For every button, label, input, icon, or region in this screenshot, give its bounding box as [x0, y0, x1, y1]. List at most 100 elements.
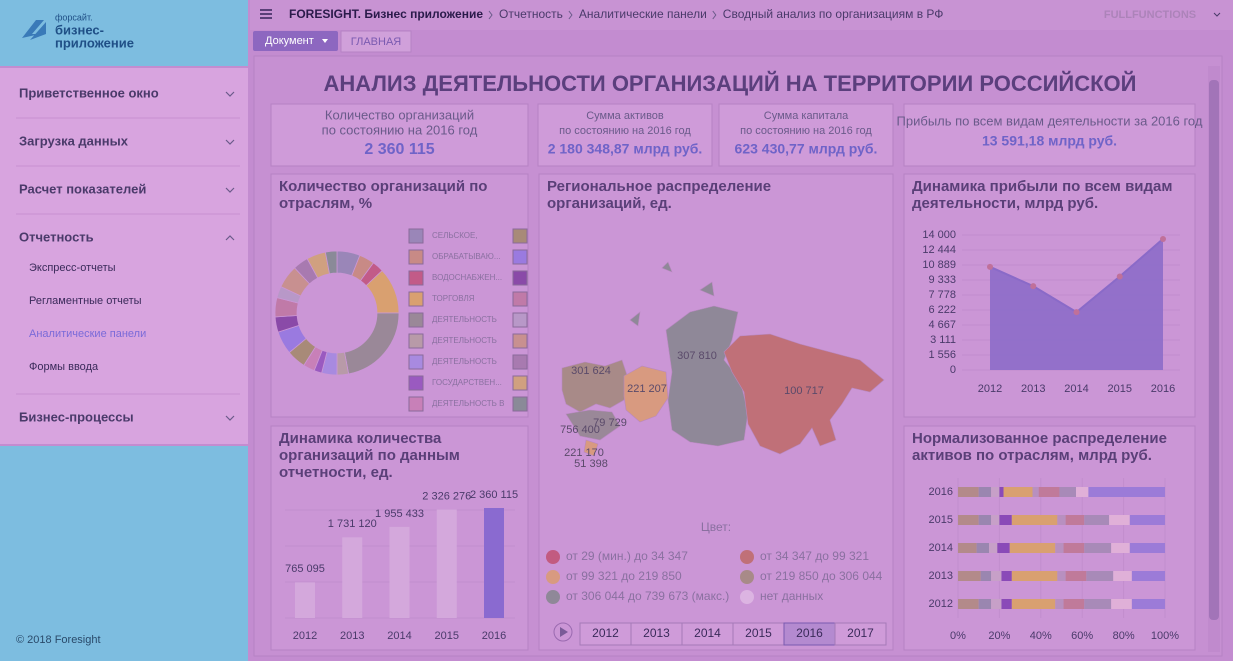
legend-swatch[interactable] — [408, 375, 424, 391]
bar-segment[interactable] — [991, 515, 1000, 525]
submenu-item[interactable]: Аналитические панели — [29, 328, 146, 340]
menu-item[interactable]: Приветственное окно — [19, 85, 159, 100]
bar-segment[interactable] — [1001, 599, 1012, 609]
bar-segment[interactable] — [1063, 599, 1085, 609]
legend-swatch[interactable] — [512, 396, 528, 412]
bar-segment[interactable] — [991, 571, 1002, 581]
bar-segment[interactable] — [1059, 487, 1076, 497]
marker[interactable] — [1073, 309, 1080, 316]
tab[interactable] — [340, 30, 412, 53]
marker[interactable] — [1116, 273, 1123, 280]
legend-swatch[interactable] — [512, 312, 528, 328]
bar-segment[interactable] — [1063, 543, 1085, 553]
map-region[interactable] — [623, 365, 669, 423]
bar-segment[interactable] — [1129, 515, 1165, 525]
map-region[interactable] — [723, 333, 885, 455]
map-region[interactable] — [565, 409, 621, 441]
bar-segment[interactable] — [978, 515, 992, 525]
marker[interactable] — [1030, 283, 1037, 290]
bar[interactable] — [342, 537, 363, 618]
bar-segment[interactable] — [980, 571, 992, 581]
year-button[interactable] — [834, 622, 887, 646]
bar-segment[interactable] — [1084, 543, 1112, 553]
bar-segment[interactable] — [991, 487, 1000, 497]
bar-segment[interactable] — [978, 487, 992, 497]
breadcrumb-item[interactable]: Отчетность — [499, 7, 563, 21]
bar-segment[interactable] — [1057, 515, 1066, 525]
bar-segment[interactable] — [1055, 543, 1064, 553]
bar-segment[interactable] — [1032, 487, 1039, 497]
legend-swatch[interactable] — [512, 249, 528, 265]
bar-segment[interactable] — [1111, 543, 1130, 553]
bar-segment[interactable] — [997, 543, 1010, 553]
legend-swatch[interactable] — [512, 270, 528, 286]
legend-dot[interactable] — [740, 570, 754, 584]
bar[interactable] — [389, 526, 410, 618]
marker[interactable] — [1160, 235, 1166, 242]
bar-segment[interactable] — [1001, 571, 1012, 581]
bar-segment[interactable] — [989, 543, 998, 553]
submenu-item[interactable]: Формы ввода — [29, 361, 99, 373]
bar-segment[interactable] — [1084, 515, 1110, 525]
chevron[interactable] — [225, 235, 235, 241]
bar-segment[interactable] — [991, 599, 1002, 609]
legend-swatch[interactable] — [408, 312, 424, 328]
bar-segment[interactable] — [1055, 599, 1064, 609]
bar-segment[interactable] — [1111, 599, 1132, 609]
bar-segment[interactable] — [958, 543, 977, 553]
scroll-thumb[interactable] — [1209, 80, 1219, 620]
bar-segment[interactable] — [1065, 515, 1085, 525]
bar-segment[interactable] — [958, 599, 979, 609]
bar-segment[interactable] — [958, 515, 979, 525]
bar-segment[interactable] — [1084, 599, 1112, 609]
chevron[interactable] — [1213, 12, 1221, 17]
legend-swatch[interactable] — [408, 291, 424, 307]
marker[interactable] — [987, 263, 993, 270]
submenu-item[interactable]: Регламентные отчеты — [29, 295, 142, 307]
bar[interactable] — [436, 509, 457, 618]
legend-swatch[interactable] — [408, 249, 424, 265]
breadcrumb-item[interactable]: Сводный анализ по организациям в РФ — [723, 7, 944, 21]
legend-dot[interactable] — [546, 550, 560, 564]
breadcrumb-item[interactable]: Аналитические панели — [579, 7, 707, 21]
bar-segment[interactable] — [958, 487, 979, 497]
map-region[interactable] — [583, 439, 599, 457]
chevron[interactable] — [225, 139, 235, 145]
legend-swatch[interactable] — [408, 270, 424, 286]
bar-segment[interactable] — [999, 487, 1004, 497]
bar-segment[interactable] — [958, 571, 981, 581]
bar-segment[interactable] — [1057, 571, 1066, 581]
bar-segment[interactable] — [1131, 571, 1165, 581]
bar-segment[interactable] — [1009, 543, 1056, 553]
bar-segment[interactable] — [1075, 487, 1089, 497]
legend-dot[interactable] — [740, 590, 754, 604]
submenu-item[interactable]: Экспресс-отчеты — [29, 262, 116, 274]
legend-swatch[interactable] — [512, 228, 528, 244]
legend-dot[interactable] — [546, 570, 560, 584]
chevron[interactable] — [225, 91, 235, 97]
legend-swatch[interactable] — [408, 333, 424, 349]
bar-segment[interactable] — [976, 543, 990, 553]
menu-item[interactable]: Расчет показателей — [19, 181, 146, 196]
bar-segment[interactable] — [1003, 487, 1033, 497]
legend-swatch[interactable] — [512, 354, 528, 370]
bar-segment[interactable] — [1086, 571, 1114, 581]
menu-item[interactable]: Бизнес-процессы — [19, 409, 134, 424]
bar-segment[interactable] — [1129, 543, 1165, 553]
bar-segment[interactable] — [1011, 571, 1058, 581]
bar-segment[interactable] — [1113, 571, 1132, 581]
bar-segment[interactable] — [1088, 487, 1165, 497]
bar-segment[interactable] — [1065, 571, 1087, 581]
legend-dot[interactable] — [546, 590, 560, 604]
chevron[interactable] — [225, 415, 235, 421]
bar-segment[interactable] — [999, 515, 1012, 525]
legend-swatch[interactable] — [408, 228, 424, 244]
map-region[interactable] — [629, 261, 715, 327]
play-button[interactable] — [553, 622, 573, 642]
menu-item[interactable]: Загрузка данных — [19, 133, 129, 148]
legend-swatch[interactable] — [512, 375, 528, 391]
bar-segment[interactable] — [1109, 515, 1130, 525]
chevron[interactable] — [225, 187, 235, 193]
document-button[interactable] — [253, 31, 338, 51]
legend-swatch[interactable] — [408, 354, 424, 370]
